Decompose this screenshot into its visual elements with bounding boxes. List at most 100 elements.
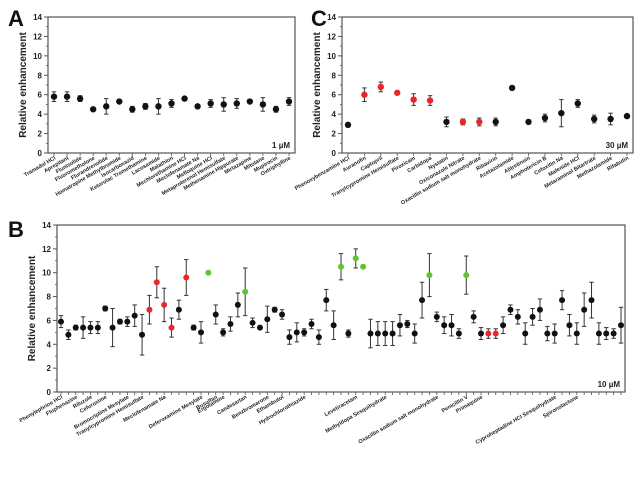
marker — [588, 297, 595, 304]
marker — [536, 306, 543, 313]
marker — [610, 330, 617, 337]
y-tick-label: 14 — [42, 221, 51, 230]
data-point — [146, 294, 153, 325]
marker — [443, 118, 450, 126]
marker — [558, 109, 565, 117]
data-point — [558, 99, 565, 128]
marker — [194, 103, 201, 110]
data-point — [590, 114, 598, 124]
data-point — [205, 269, 212, 276]
marker — [155, 103, 162, 110]
marker — [246, 98, 254, 105]
data-point — [183, 259, 190, 296]
data-point — [573, 322, 580, 345]
marker — [116, 98, 123, 105]
y-tick-label: 10 — [33, 52, 42, 61]
marker — [522, 330, 529, 337]
marker — [595, 330, 602, 337]
data-point — [574, 99, 581, 108]
y-tick-label: 0 — [38, 149, 43, 158]
y-tick-label: 12 — [33, 32, 42, 41]
marker — [374, 330, 381, 337]
marker — [65, 331, 72, 338]
y-tick-label: 10 — [42, 269, 51, 278]
panel-letter: B — [8, 217, 24, 242]
data-point — [500, 316, 507, 335]
data-point — [426, 253, 433, 298]
concentration-label: 1 µM — [272, 141, 290, 150]
data-point — [330, 310, 337, 341]
data-point — [315, 329, 322, 345]
y-tick-label: 8 — [38, 71, 43, 80]
marker — [102, 305, 109, 312]
data-point — [623, 112, 631, 120]
marker — [183, 274, 190, 281]
marker — [551, 330, 558, 337]
y-tick-label: 4 — [47, 340, 52, 349]
marker — [234, 301, 241, 308]
data-point — [80, 316, 87, 339]
data-point — [448, 313, 455, 337]
marker — [285, 98, 293, 105]
data-point — [492, 117, 499, 127]
data-point — [588, 281, 595, 319]
data-point — [492, 328, 499, 339]
data-point — [76, 95, 84, 103]
data-point — [116, 98, 123, 105]
marker — [76, 95, 84, 102]
data-point — [459, 118, 467, 126]
concentration-label: 30 µM — [606, 141, 629, 150]
marker — [441, 322, 448, 329]
marker — [541, 114, 549, 122]
data-point — [607, 112, 614, 126]
marker — [525, 118, 532, 126]
x-category-label: Cyproheptadine HCl Sesquihydrate — [475, 395, 558, 446]
data-point — [234, 292, 241, 318]
marker — [618, 322, 624, 329]
data-point — [360, 263, 367, 270]
data-point — [404, 319, 411, 329]
marker — [411, 330, 418, 337]
marker — [394, 89, 401, 96]
panel-letter: C — [311, 6, 327, 31]
data-point — [396, 313, 403, 337]
data-point — [541, 113, 549, 123]
data-point — [168, 99, 175, 108]
x-category-label: Oxacillin sodium salt monohydrate — [358, 395, 440, 446]
y-tick-label: 4 — [332, 110, 337, 119]
data-point — [433, 311, 440, 323]
y-axis-title: Relative enhancement — [18, 32, 29, 138]
data-point — [207, 99, 214, 108]
y-tick-label: 12 — [327, 32, 336, 41]
marker — [559, 297, 566, 304]
marker — [205, 269, 212, 276]
marker — [249, 319, 256, 326]
marker — [544, 330, 551, 337]
data-point — [419, 281, 426, 319]
marker — [529, 313, 536, 320]
marker — [87, 324, 94, 331]
marker — [233, 100, 240, 107]
data-point — [89, 106, 97, 113]
data-point — [367, 318, 374, 349]
data-point — [198, 321, 204, 344]
data-point — [301, 328, 308, 337]
data-point — [109, 308, 116, 348]
marker — [360, 263, 367, 270]
marker — [492, 330, 499, 337]
marker — [338, 263, 344, 270]
y-tick-label: 8 — [332, 71, 337, 80]
data-point — [508, 84, 516, 92]
data-point — [285, 97, 293, 106]
marker — [168, 100, 175, 107]
marker — [470, 313, 477, 320]
data-point — [116, 318, 123, 325]
marker — [367, 330, 374, 337]
marker — [514, 313, 521, 320]
data-point — [410, 93, 417, 106]
data-point — [476, 117, 483, 127]
y-tick-label: 8 — [47, 293, 52, 302]
marker — [463, 272, 470, 279]
